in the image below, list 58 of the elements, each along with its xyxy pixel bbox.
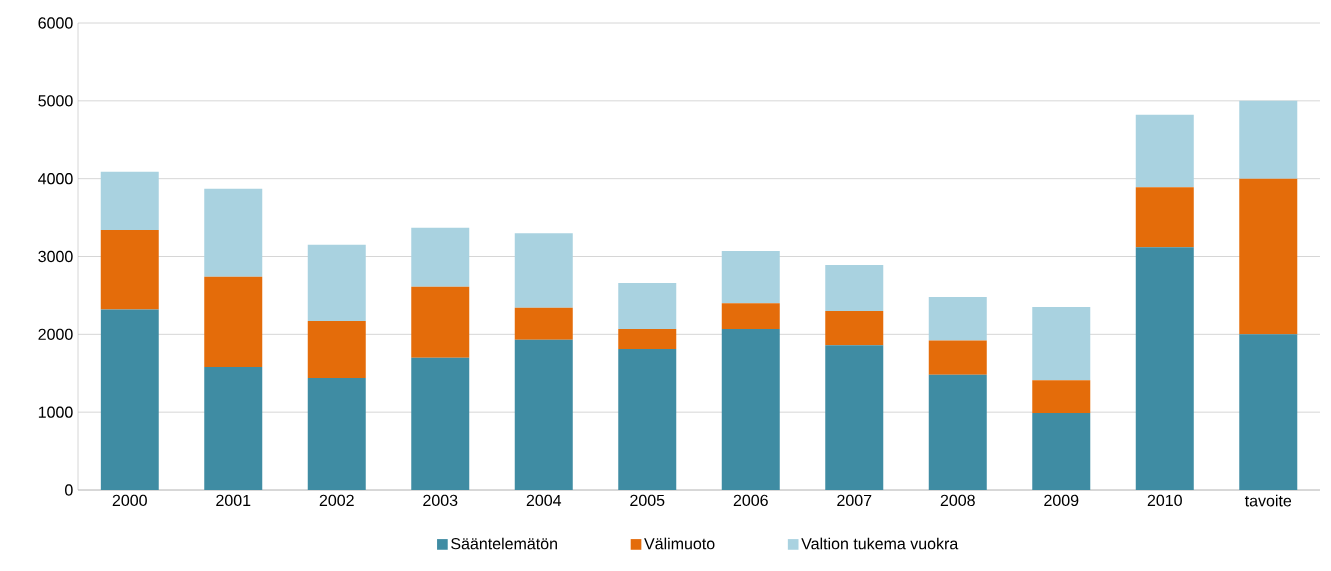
x-tick-label: 2004 <box>526 494 562 507</box>
bar <box>100 230 159 310</box>
x-tick-label: 2009 <box>1044 494 1079 507</box>
x-tick-label: tavoite <box>1244 494 1292 507</box>
bar <box>1032 412 1091 490</box>
bar <box>825 265 884 311</box>
bar <box>928 340 987 375</box>
y-tick-label: 4000 <box>38 173 73 185</box>
bar <box>514 339 573 490</box>
x-tick-label: 2005 <box>630 494 665 507</box>
legend-label: Valtion tukema vuokra <box>801 537 959 550</box>
bar <box>721 303 780 329</box>
bar <box>618 349 677 490</box>
bar <box>825 310 884 346</box>
x-tick-label: 2003 <box>423 494 458 507</box>
bar <box>721 251 780 304</box>
bar <box>307 244 366 322</box>
x-tick-label: 2006 <box>733 494 768 507</box>
bar <box>1239 334 1298 490</box>
x-tick-label: 2002 <box>319 494 354 507</box>
x-tick-label: 2007 <box>837 494 872 507</box>
bar <box>618 328 677 350</box>
bar <box>204 367 263 490</box>
bar <box>1032 380 1091 413</box>
x-tick-label: 2000 <box>112 494 147 507</box>
bar <box>1239 100 1298 179</box>
bar <box>1135 187 1194 248</box>
y-tick-label: 2000 <box>38 328 73 340</box>
bar <box>204 276 263 368</box>
bar <box>100 171 159 231</box>
bar <box>514 307 573 340</box>
legend-label: Sääntelemätön <box>451 537 557 550</box>
bar <box>928 296 987 341</box>
bar <box>100 309 159 490</box>
bar <box>618 282 677 329</box>
y-tick-label: 5000 <box>38 95 73 107</box>
bar <box>825 345 884 490</box>
bar <box>307 321 366 378</box>
bar <box>928 374 987 490</box>
y-tick-label: 1000 <box>38 406 73 418</box>
bar <box>307 377 366 490</box>
bar <box>1135 114 1194 188</box>
x-tick-label: 2001 <box>216 494 251 507</box>
x-tick-label: 2010 <box>1147 494 1182 507</box>
bar <box>204 188 263 277</box>
x-tick-label: 2008 <box>940 494 975 507</box>
bar <box>1135 247 1194 490</box>
bar <box>411 286 470 358</box>
y-tick-label: 6000 <box>38 17 73 29</box>
y-tick-label: 0 <box>65 484 73 496</box>
bar <box>1032 307 1091 381</box>
bar <box>514 233 573 308</box>
bar <box>411 227 470 287</box>
bar <box>721 328 780 490</box>
bar <box>1239 178 1298 335</box>
y-tick-label: 3000 <box>38 250 73 263</box>
bar <box>411 357 470 490</box>
legend-label: Välimuoto <box>644 537 715 550</box>
